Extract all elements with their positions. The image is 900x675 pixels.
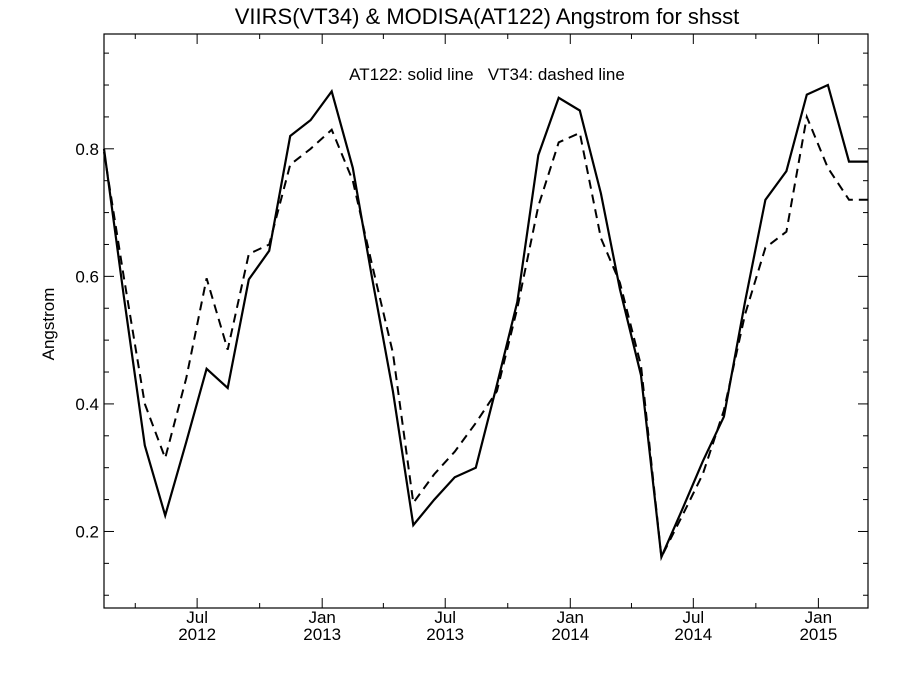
y-axis-label: Angstrom [39, 288, 58, 361]
y-tick-label: 0.4 [75, 395, 99, 414]
series-lines [102, 83, 868, 562]
chart-annotation: AT122: solid line VT34: dashed line [349, 65, 625, 84]
x-tick-label-month: Jan [557, 608, 584, 627]
x-tick-label-month: Jul [186, 608, 208, 627]
x-tick-label-year: 2014 [551, 625, 589, 644]
plot-frame [103, 33, 869, 609]
y-tick-label: 0.6 [75, 267, 99, 286]
x-tick-label-year: 2013 [303, 625, 341, 644]
x-tick-label-year: 2015 [799, 625, 837, 644]
series-line-vt34 [103, 113, 868, 561]
x-tick-label-month: Jul [434, 608, 456, 627]
chart-title: VIIRS(VT34) & MODISA(AT122) Angstrom for… [235, 4, 740, 29]
x-tick-label-year: 2013 [426, 625, 464, 644]
y-tick-label: 0.2 [75, 522, 99, 541]
x-tick-label-month: Jan [805, 608, 832, 627]
y-tick-label: 0.8 [75, 140, 99, 159]
axis-ticks: 0.20.40.60.8Jul2012Jan2013Jul2013Jan2014… [75, 34, 868, 644]
x-tick-label-year: 2012 [178, 625, 216, 644]
x-tick-label-month: Jul [682, 608, 704, 627]
x-tick-label-month: Jan [308, 608, 335, 627]
x-tick-label-year: 2014 [674, 625, 712, 644]
series-line-at122 [102, 83, 868, 562]
